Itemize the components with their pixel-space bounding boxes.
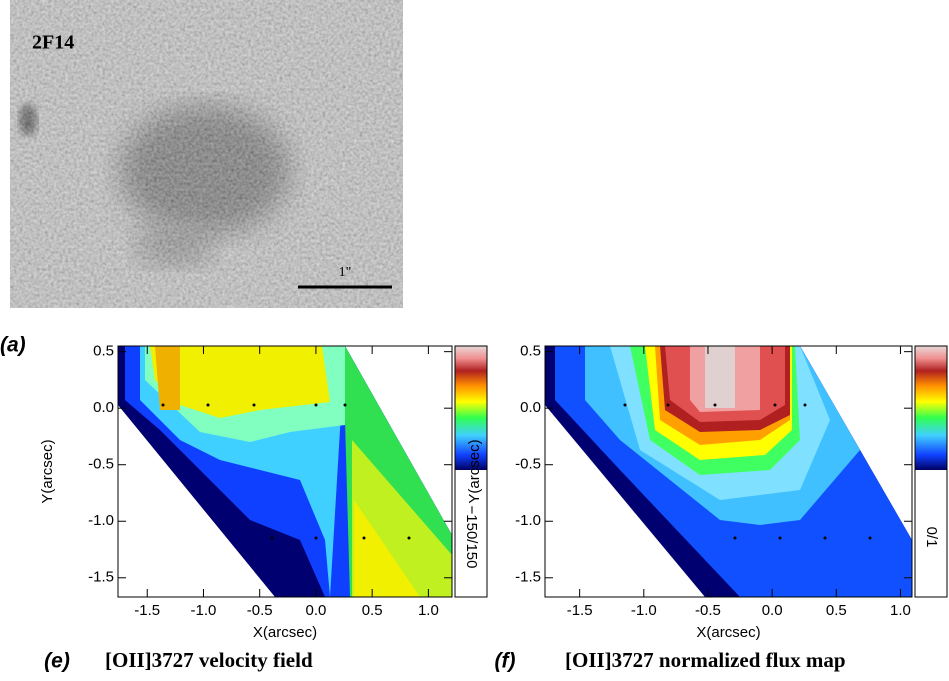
x-tick-label: -0.5 bbox=[695, 602, 721, 619]
colorbar bbox=[915, 346, 947, 470]
y-tick-label: -1.0 bbox=[515, 512, 541, 529]
y-tick-label: -1.5 bbox=[88, 569, 114, 586]
x-tick-label: -1.5 bbox=[134, 602, 160, 619]
colorbar-label: 0/1 bbox=[923, 527, 940, 548]
axes-frame bbox=[117, 345, 453, 598]
x-tick-label: 0.0 bbox=[305, 602, 326, 619]
x-tick-label: 1.0 bbox=[890, 602, 911, 619]
caption: [OII]3727 velocity field bbox=[105, 648, 313, 672]
scale-label: 1" bbox=[339, 265, 352, 280]
x-tick-label: -1.0 bbox=[191, 602, 217, 619]
y-axis-label: Y(arcsec) bbox=[39, 439, 56, 503]
panel-label: (f) bbox=[495, 650, 516, 673]
colorbar-label: −150/150 bbox=[463, 506, 480, 569]
panel-label: (e) bbox=[44, 650, 70, 673]
y-tick-label: 0.5 bbox=[520, 343, 541, 360]
y-tick-label: -0.5 bbox=[515, 456, 541, 473]
y-axis-label: Y(arcsec) bbox=[466, 439, 483, 503]
caption: [OII]3727 normalized flux map bbox=[565, 648, 846, 672]
x-tick-label: 1.0 bbox=[418, 602, 439, 619]
flux-map bbox=[545, 346, 912, 597]
y-tick-label: -1.0 bbox=[88, 512, 114, 529]
axes-frame bbox=[544, 345, 913, 598]
x-tick-label: 0.5 bbox=[826, 602, 847, 619]
x-tick-label: 0.5 bbox=[362, 602, 383, 619]
x-tick-label: -0.5 bbox=[247, 602, 273, 619]
y-tick-label: -0.5 bbox=[88, 456, 114, 473]
x-axis-label: X(arcsec) bbox=[696, 624, 760, 641]
panel-label: (a) bbox=[0, 334, 26, 357]
x-axis-label: X(arcsec) bbox=[253, 624, 317, 641]
colorbar-frame bbox=[454, 345, 488, 598]
y-tick-label: 0.0 bbox=[93, 399, 114, 416]
y-tick-label: 0.5 bbox=[93, 343, 114, 360]
colorbar-frame bbox=[914, 345, 948, 598]
colorbar bbox=[455, 346, 487, 470]
y-tick-label: 0.0 bbox=[520, 399, 541, 416]
x-tick-label: -1.0 bbox=[631, 602, 657, 619]
velocity-map bbox=[118, 346, 452, 597]
x-tick-label: -1.5 bbox=[567, 602, 593, 619]
galaxy-image bbox=[10, 0, 403, 308]
x-tick-label: 0.0 bbox=[762, 602, 783, 619]
y-tick-label: -1.5 bbox=[515, 569, 541, 586]
object-label: 2F14 bbox=[32, 32, 74, 54]
